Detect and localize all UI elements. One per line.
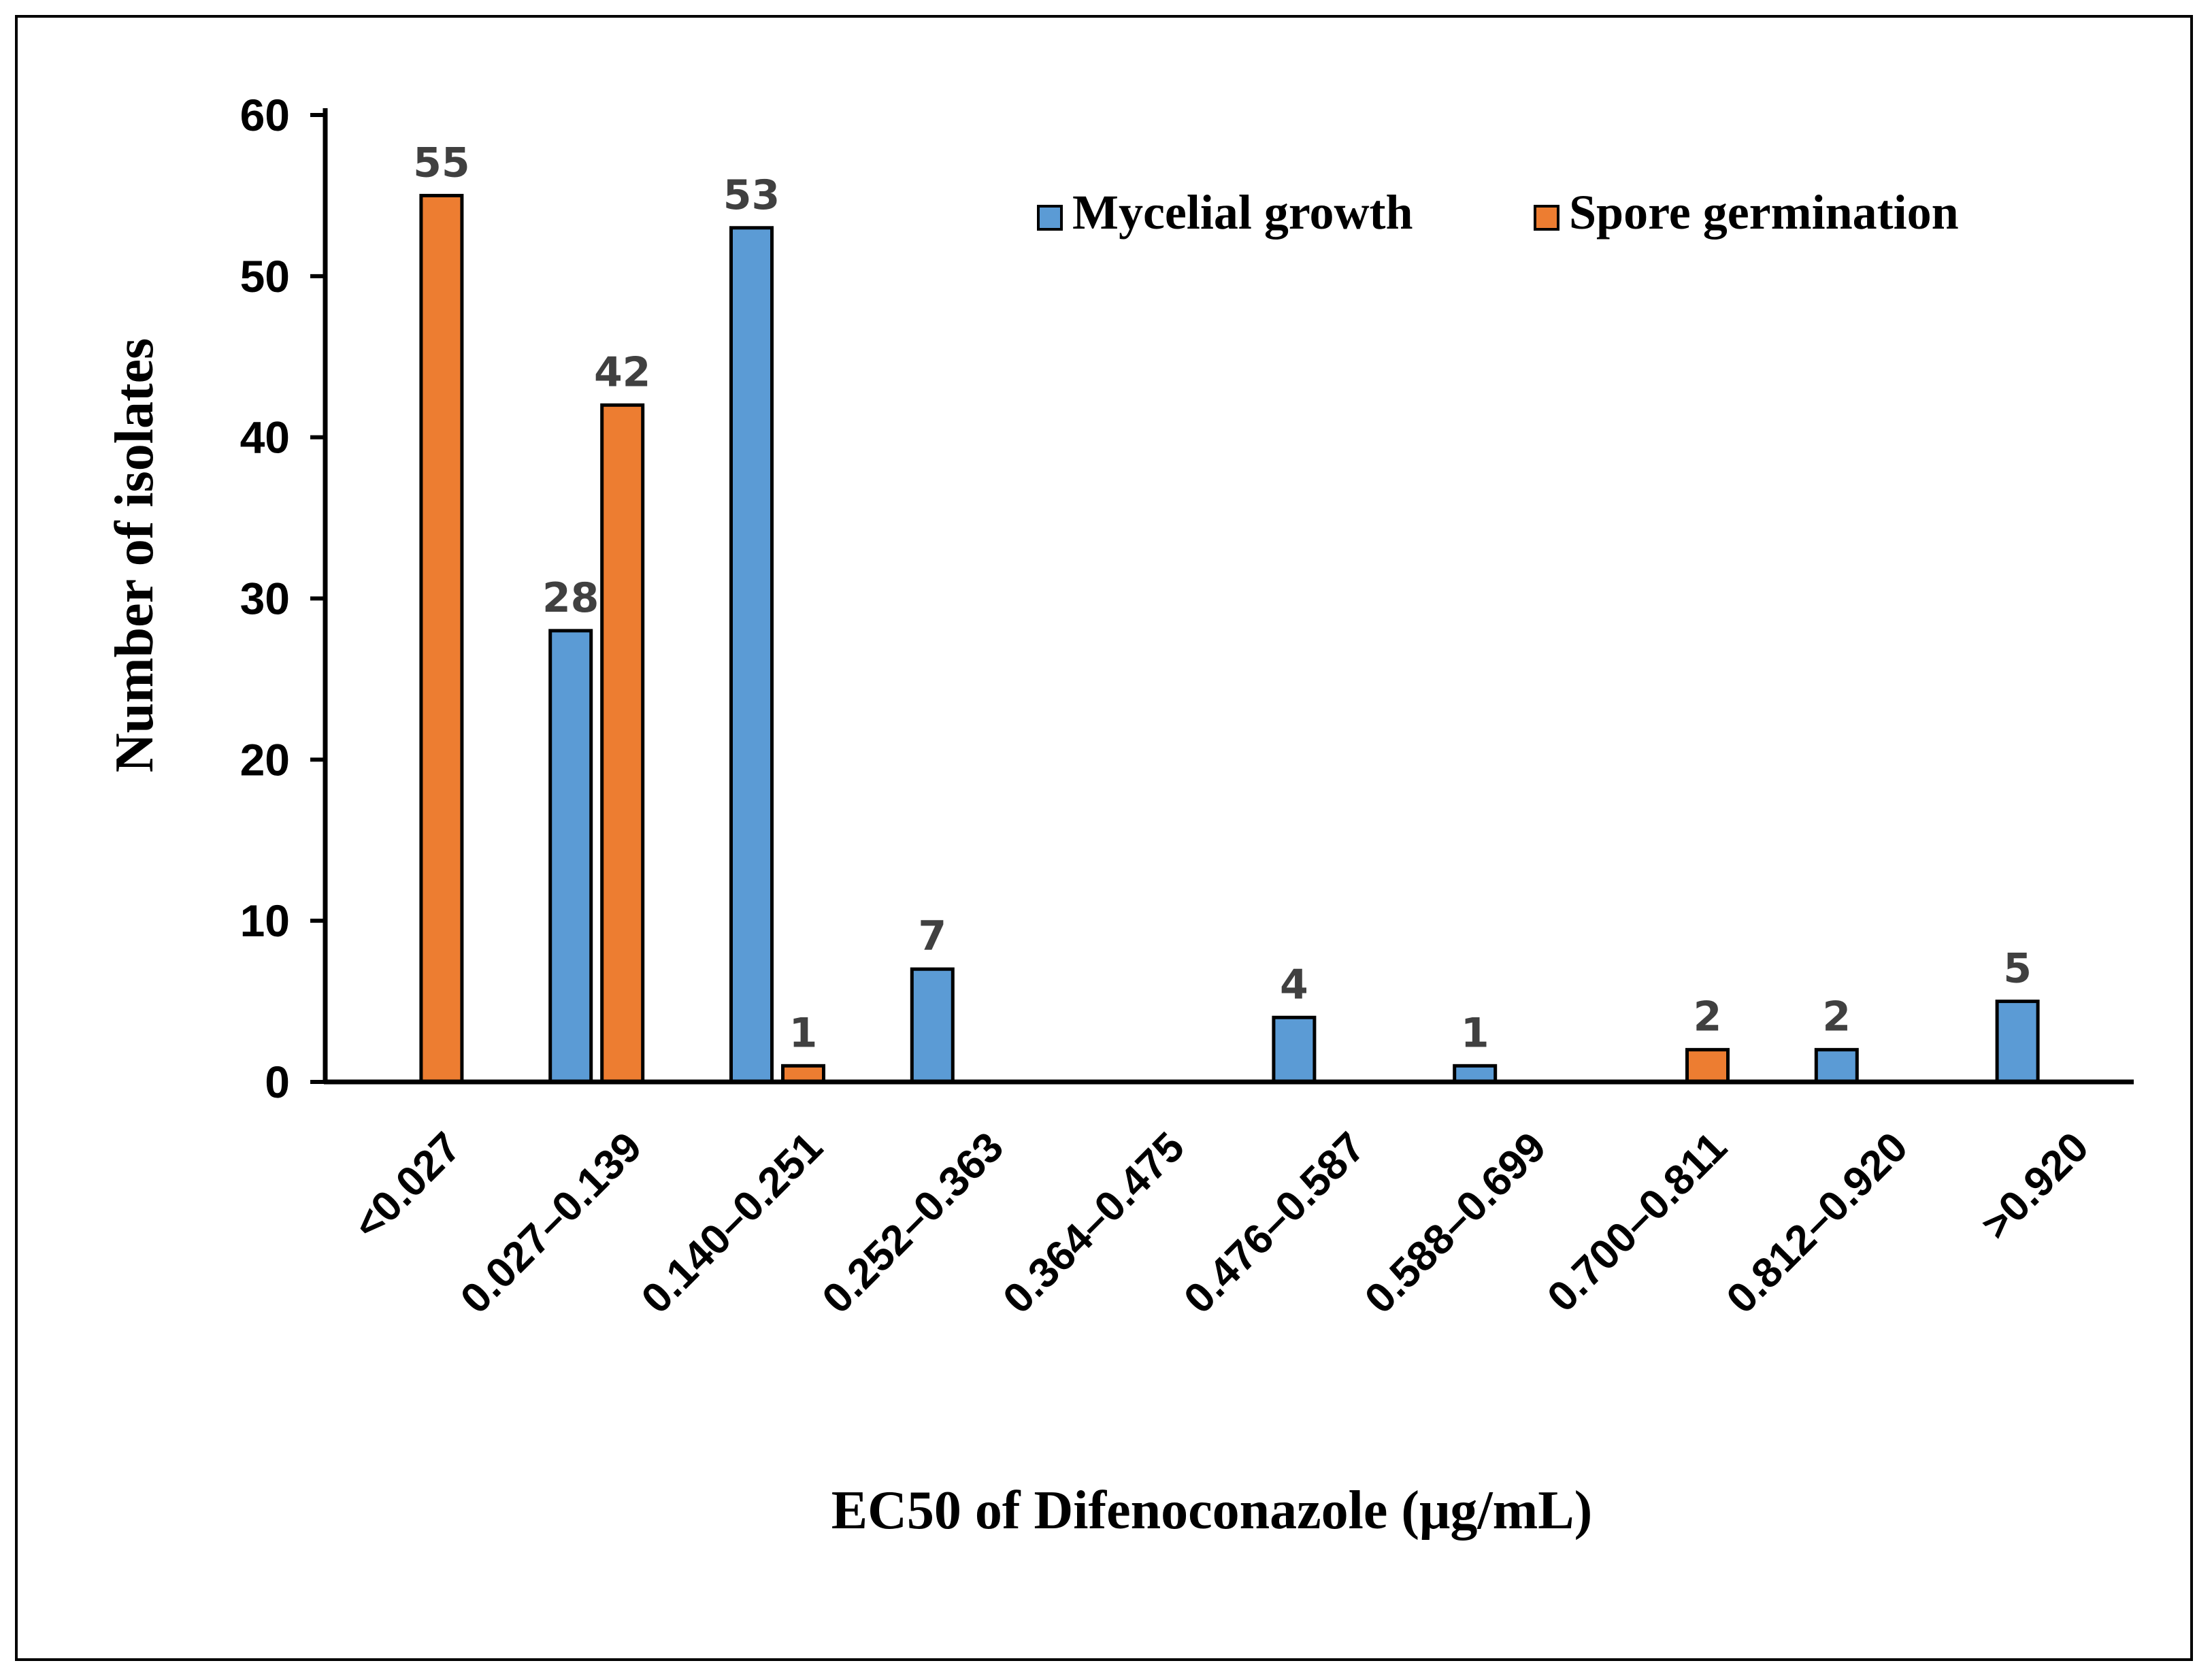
x-tick-label-1: 0.027–0.139: [452, 1123, 651, 1323]
y-tick-label-0: 0: [265, 1057, 290, 1107]
bar-mycelial-3: [910, 967, 955, 1084]
data-label-mycelial-8: 2: [1822, 993, 1851, 1041]
y-tick-label-20: 20: [240, 734, 290, 785]
y-axis-title: Number of isolates: [105, 338, 165, 772]
y-tick-label-40: 40: [240, 412, 290, 463]
x-tick-label-8: 0.812–0.920: [1718, 1123, 1917, 1323]
data-labels-layer: 55 28 42 53 1 7 4 1 2 2 5: [413, 139, 2032, 1057]
legend-label-mycelial: Mycelial growth: [1072, 185, 1413, 240]
axes-layer: [310, 108, 2134, 1085]
data-label-mycelial-5: 4: [1280, 961, 1308, 1008]
data-label-mycelial-6: 1: [1461, 1009, 1489, 1057]
bar-mycelial-1: [548, 629, 593, 1084]
data-label-mycelial-9: 5: [2003, 945, 2032, 993]
bar-mycelial-9: [1995, 1000, 2040, 1084]
x-tick-labels: <0.0270.027–0.1390.140–0.2510.252–0.3630…: [345, 1123, 2098, 1323]
data-label-mycelial-2: 53: [723, 171, 780, 219]
x-tick-label-3: 0.252–0.363: [814, 1123, 1013, 1323]
bar-chart: 55 28 42 53 1 7 4 1 2 2 5 0 10 20 30 40 50 60 <0.0270.02…: [105, 90, 2134, 1541]
x-tick-label-9: >0.920: [1972, 1123, 2098, 1249]
bars-layer: [419, 193, 2040, 1084]
x-tick-label-5: 0.476–0.587: [1175, 1123, 1374, 1323]
bar-spore-0: [419, 193, 464, 1084]
x-tick-label-4: 0.364–0.475: [994, 1123, 1193, 1323]
bar-spore-2: [781, 1064, 825, 1084]
y-tick-label-10: 10: [240, 895, 290, 946]
y-tick-labels: 0 10 20 30 40 50 60: [240, 90, 290, 1107]
y-tick-label-30: 30: [240, 574, 290, 624]
data-label-mycelial-3: 7: [918, 912, 946, 960]
x-tick-label-0: <0.027: [345, 1123, 470, 1249]
data-label-spore-1: 42: [594, 348, 651, 396]
legend-swatch-mycelial: [1037, 205, 1063, 231]
legend: Mycelial growth Spore germination: [1037, 185, 1959, 240]
x-axis-title: EC50 of Difenoconazole (μg/mL): [831, 1481, 1593, 1541]
x-tick-label-7: 0.700–0.811: [1538, 1123, 1736, 1321]
data-label-spore-0: 55: [413, 139, 470, 186]
y-tick-label-50: 50: [240, 251, 290, 301]
bar-mycelial-2: [729, 226, 774, 1084]
x-tick-label-6: 0.588–0.699: [1356, 1123, 1555, 1323]
data-label-mycelial-1: 28: [542, 574, 599, 622]
figure-frame: 55 28 42 53 1 7 4 1 2 2 5 0 10 20 30 40 50 60 <0.027 0.02…: [15, 15, 2193, 1661]
legend-label-spore: Spore germination: [1569, 185, 1959, 240]
y-tick-label-60: 60: [240, 90, 290, 140]
bar-spore-7: [1685, 1048, 1730, 1084]
bar-mycelial-8: [1814, 1048, 1859, 1084]
legend-swatch-spore: [1534, 205, 1559, 231]
data-label-spore-2: 1: [789, 1009, 818, 1057]
data-label-spore-7: 2: [1694, 993, 1722, 1041]
bar-mycelial-6: [1453, 1064, 1498, 1084]
x-tick-label-2: 0.140–0.251: [633, 1123, 832, 1323]
bar-mycelial-5: [1272, 1015, 1317, 1084]
bar-spore-1: [600, 403, 645, 1084]
